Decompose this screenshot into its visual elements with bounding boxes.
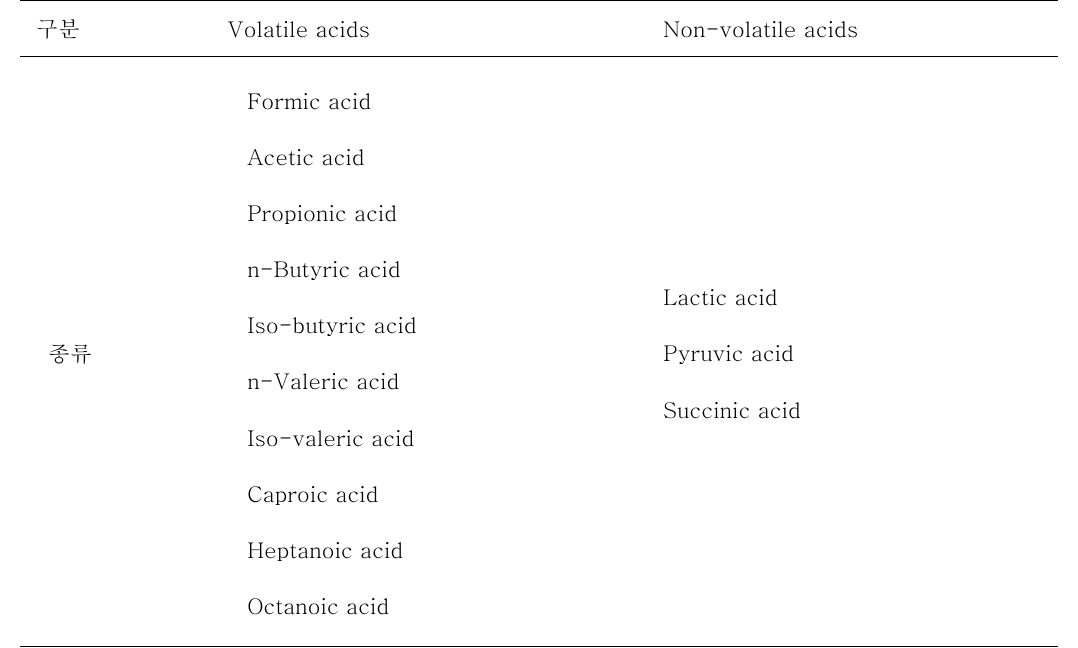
list-item: Pyruvic acid — [663, 325, 1050, 381]
list-item: n-Valeric acid — [247, 353, 645, 409]
table-header: 구분 Volatile acids Non-volatile acids — [20, 1, 1058, 57]
header-nonvolatile: Non-volatile acids — [653, 1, 1058, 57]
header-row: 구분 Volatile acids Non-volatile acids — [20, 1, 1058, 57]
nonvolatile-acids-cell: Lactic acid Pyruvic acid Succinic acid — [653, 57, 1058, 647]
acids-table-container: 구분 Volatile acids Non-volatile acids 종류 … — [0, 0, 1078, 647]
list-item: Propionic acid — [247, 185, 645, 241]
header-volatile: Volatile acids — [217, 1, 653, 57]
list-item: Iso-valeric acid — [247, 410, 645, 466]
header-category: 구분 — [20, 1, 217, 57]
list-item: Formic acid — [247, 73, 645, 129]
table-row: 종류 Formic acid Acetic acid Propionic aci… — [20, 57, 1058, 647]
list-item: Lactic acid — [663, 269, 1050, 325]
acids-table: 구분 Volatile acids Non-volatile acids 종류 … — [20, 0, 1058, 647]
list-item: Succinic acid — [663, 382, 1050, 438]
list-item: Acetic acid — [247, 129, 645, 185]
list-item: Iso-butyric acid — [247, 297, 645, 353]
list-item: n-Butyric acid — [247, 241, 645, 297]
nonvolatile-acids-list: Lactic acid Pyruvic acid Succinic acid — [663, 269, 1050, 437]
volatile-acids-cell: Formic acid Acetic acid Propionic acid n… — [217, 57, 653, 647]
volatile-acids-list: Formic acid Acetic acid Propionic acid n… — [247, 73, 645, 634]
table-body: 종류 Formic acid Acetic acid Propionic aci… — [20, 57, 1058, 647]
list-item: Heptanoic acid — [247, 522, 645, 578]
row-label-cell: 종류 — [20, 57, 217, 647]
list-item: Octanoic acid — [247, 578, 645, 634]
list-item: Caproic acid — [247, 466, 645, 522]
